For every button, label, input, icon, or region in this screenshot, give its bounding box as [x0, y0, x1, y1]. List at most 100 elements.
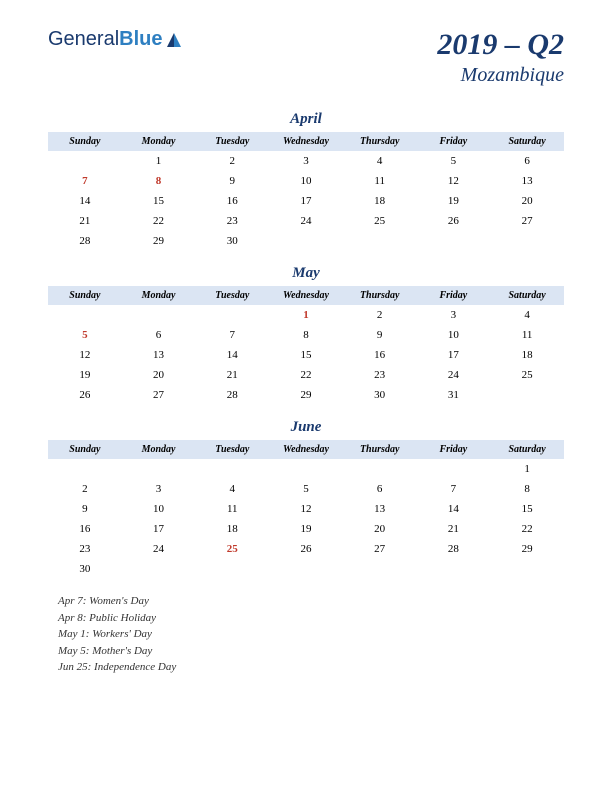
- calendar-table: SundayMondayTuesdayWednesdayThursdayFrid…: [48, 286, 564, 405]
- calendar-cell: 2: [195, 151, 269, 171]
- day-header: Thursday: [343, 286, 417, 305]
- calendar-cell: 22: [490, 519, 564, 539]
- calendar-cell: [122, 305, 196, 325]
- day-header: Monday: [122, 440, 196, 459]
- calendar-cell: 27: [122, 385, 196, 405]
- calendar-cell: 2: [343, 305, 417, 325]
- calendar-cell: 16: [195, 191, 269, 211]
- calendar-cell: 20: [343, 519, 417, 539]
- calendar-row: 262728293031: [48, 385, 564, 405]
- day-header: Friday: [417, 286, 491, 305]
- calendar-cell: 5: [269, 479, 343, 499]
- month-block: MaySundayMondayTuesdayWednesdayThursdayF…: [48, 265, 564, 405]
- calendar-cell: 8: [122, 171, 196, 191]
- day-header: Sunday: [48, 132, 122, 151]
- day-header: Wednesday: [269, 440, 343, 459]
- calendar-cell: 4: [195, 479, 269, 499]
- calendar-cell: 26: [48, 385, 122, 405]
- calendar-cell: [417, 559, 491, 579]
- calendar-cell: 18: [343, 191, 417, 211]
- calendar-cell: 15: [122, 191, 196, 211]
- header: GeneralBlue 2019 – Q2 Mozambique: [48, 28, 564, 87]
- day-header: Thursday: [343, 132, 417, 151]
- calendar-cell: 29: [490, 539, 564, 559]
- calendar-cell: 12: [48, 345, 122, 365]
- calendar-cell: 17: [417, 345, 491, 365]
- calendar-cell: 12: [417, 171, 491, 191]
- calendar-cell: [269, 459, 343, 479]
- calendar-cell: 9: [195, 171, 269, 191]
- month-name: June: [48, 419, 564, 436]
- day-header: Monday: [122, 132, 196, 151]
- calendar-cell: 4: [343, 151, 417, 171]
- day-header: Tuesday: [195, 286, 269, 305]
- calendar-cell: 19: [48, 365, 122, 385]
- calendar-row: 19202122232425: [48, 365, 564, 385]
- calendar-row: 1234: [48, 305, 564, 325]
- calendar-row: 23242526272829: [48, 539, 564, 559]
- calendar-cell: 16: [48, 519, 122, 539]
- calendar-cell: [195, 305, 269, 325]
- calendar-cell: [48, 305, 122, 325]
- day-header: Friday: [417, 132, 491, 151]
- calendar-row: 282930: [48, 231, 564, 251]
- calendar-row: 9101112131415: [48, 499, 564, 519]
- calendar-cell: 10: [417, 325, 491, 345]
- calendar-cell: 24: [417, 365, 491, 385]
- calendar-cell: 31: [417, 385, 491, 405]
- day-header: Tuesday: [195, 132, 269, 151]
- calendar-cell: 13: [490, 171, 564, 191]
- title-sub: Mozambique: [437, 64, 564, 87]
- calendar-cell: [490, 559, 564, 579]
- calendar-cell: 11: [195, 499, 269, 519]
- day-header: Saturday: [490, 440, 564, 459]
- logo-sail-icon: [165, 31, 183, 49]
- calendar-cell: 3: [269, 151, 343, 171]
- calendar-cell: 16: [343, 345, 417, 365]
- calendar-cell: [343, 231, 417, 251]
- calendar-cell: 30: [195, 231, 269, 251]
- calendar-cell: 21: [48, 211, 122, 231]
- day-header: Saturday: [490, 132, 564, 151]
- calendar-cell: 6: [343, 479, 417, 499]
- calendar-cell: 25: [195, 539, 269, 559]
- calendar-cell: 26: [417, 211, 491, 231]
- title-main: 2019 – Q2: [437, 28, 564, 62]
- calendar-cell: 7: [195, 325, 269, 345]
- calendar-cell: 10: [122, 499, 196, 519]
- calendar-cell: 14: [48, 191, 122, 211]
- calendar-cell: 7: [417, 479, 491, 499]
- calendar-cell: 20: [490, 191, 564, 211]
- day-header: Monday: [122, 286, 196, 305]
- calendar-row: 567891011: [48, 325, 564, 345]
- calendar-cell: 21: [417, 519, 491, 539]
- calendar-cell: 1: [490, 459, 564, 479]
- month-block: JuneSundayMondayTuesdayWednesdayThursday…: [48, 419, 564, 579]
- day-header: Saturday: [490, 286, 564, 305]
- calendar-row: 12131415161718: [48, 345, 564, 365]
- calendar-cell: 11: [490, 325, 564, 345]
- calendar-cell: 22: [269, 365, 343, 385]
- calendar-cell: 19: [417, 191, 491, 211]
- calendar-cell: 1: [122, 151, 196, 171]
- calendar-cell: [122, 459, 196, 479]
- calendar-cell: 20: [122, 365, 196, 385]
- month-name: April: [48, 111, 564, 128]
- calendar-cell: 1: [269, 305, 343, 325]
- calendar-cell: 17: [269, 191, 343, 211]
- calendar-cell: 25: [343, 211, 417, 231]
- calendar-cell: 9: [48, 499, 122, 519]
- calendar-cell: 6: [490, 151, 564, 171]
- calendar-table: SundayMondayTuesdayWednesdayThursdayFrid…: [48, 132, 564, 251]
- holiday-line: Jun 25: Independence Day: [58, 659, 564, 676]
- calendar-cell: 28: [48, 231, 122, 251]
- holiday-line: May 5: Mother's Day: [58, 643, 564, 660]
- calendar-row: 2345678: [48, 479, 564, 499]
- calendar-cell: [122, 559, 196, 579]
- calendar-cell: 29: [122, 231, 196, 251]
- day-header: Sunday: [48, 286, 122, 305]
- month-block: April SundayMondayTuesdayWednesdayThursda…: [48, 111, 564, 251]
- day-header: Sunday: [48, 440, 122, 459]
- holidays-list: Apr 7: Women's DayApr 8: Public HolidayM…: [48, 593, 564, 676]
- calendar-cell: 18: [195, 519, 269, 539]
